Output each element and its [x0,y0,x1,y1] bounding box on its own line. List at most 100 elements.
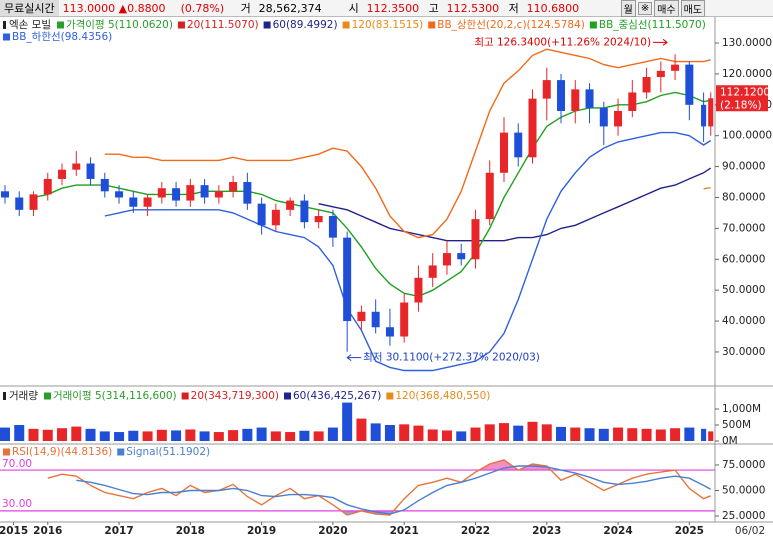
y-tick-label: 130.0000 [722,37,772,49]
candle-body [172,188,181,201]
volume-bar [708,431,714,441]
volume-bar [413,425,424,441]
volume-bar [71,426,82,441]
indicator-line [703,187,711,190]
y-tick-label: 80.0000 [722,191,765,203]
volume-bar [199,431,210,441]
candle-body [457,253,466,260]
low-label: 저 [508,2,519,15]
button[interactable]: 매도 [680,0,706,17]
legend-marker [342,21,350,29]
candle-body [115,191,124,198]
indicator-line [104,48,711,239]
volume-bar [456,431,467,441]
candle-body [157,188,166,198]
candle-body [0,191,9,198]
volume-bar [356,418,367,441]
legend-label: 거래이평 5(314,116,600) [53,390,177,402]
volume-bar [99,431,110,441]
y-tick-label: 120.0000 [722,68,772,80]
volume-bar [570,427,581,441]
panel-title: 거래량 [9,390,38,402]
volume-bar [427,429,438,441]
volume-bar [299,430,310,441]
x-tick-label: 2025 [675,525,704,537]
button[interactable]: ※ [637,1,653,15]
volume-label: 거 [240,2,251,15]
candle-body [314,216,323,223]
indicator-line [104,131,712,372]
last-change: (2.18%) [720,99,762,111]
candle-body [599,107,608,127]
legend-label: Signal(51.1902) [126,446,210,458]
candle-body [685,64,694,105]
x-tick-label: 2021 [390,525,419,537]
candle-body [15,197,24,210]
legend-label: 20(111.5070) [187,19,259,31]
legend-marker [3,392,6,400]
volume-bar [684,427,695,441]
volume-bar [213,432,224,441]
candle-body [442,253,451,266]
candle-body [86,163,95,179]
legend-marker [386,392,394,400]
candle-body [257,203,266,226]
indicator-line [318,167,712,242]
candle-body [428,265,437,278]
x-tick-label: 2020 [318,525,347,537]
quote-bar: 무료실시간 113.0000 ▲0.8800 (0.78%) 거 28,562,… [0,0,773,17]
legend-label: 60(436,425,267) [293,390,381,402]
candle-body [129,197,138,207]
volume-bar [0,427,10,441]
candle-body [642,77,651,93]
x-tick-label: 2017 [104,525,133,537]
volume-bar [498,423,509,441]
y-tick-label: 60.0000 [722,253,765,265]
candle-body [471,219,480,260]
volume-bar [541,424,552,441]
volume-bar [613,427,624,441]
volume-bar [313,431,324,441]
y-tick-label: 90.0000 [722,161,765,173]
candle-body [286,200,295,210]
volume-bar [171,430,182,441]
candle-body [656,70,665,78]
legend-marker [263,21,271,29]
candle-body [328,216,337,238]
volume-bar [527,421,538,441]
candle-body [585,89,594,108]
legend-label: 가격이평 5(110.0620) [66,18,173,31]
volume-bar [228,430,239,441]
date-label: 06/02 [735,525,765,537]
candle-body [514,132,523,158]
volume-bar [342,402,353,441]
volume-bar [584,428,595,441]
candle-body [58,169,67,179]
candle-body [571,89,580,111]
candle-body [701,104,707,127]
legend-marker [589,21,597,29]
volume-bar [399,424,410,441]
legend-label: BB_상한선(20,2,c)(124.5784) [437,19,585,31]
candle-body [271,209,280,226]
candle-body [72,163,81,170]
candle-body [385,327,394,337]
volume-bar [28,428,39,441]
volume-bar [384,425,395,441]
y-tick-label: 30.0000 [722,346,765,358]
volume-bar [484,424,495,441]
low: 110.6800 [526,1,580,15]
legend-marker [428,21,436,29]
button[interactable]: 매수 [654,0,679,17]
candle-body [414,277,423,303]
volume-bar [270,431,281,441]
rsi-line [47,459,711,516]
price: 113.0000 [62,1,116,15]
button[interactable]: 월 [620,0,636,17]
legend-label: 60(89.4992) [273,19,338,31]
high-note: 최고 126.3400(+11.26% 2024/10) [474,36,651,48]
y-tick-label: 75.0000 [722,459,765,471]
volume-bar [598,428,609,441]
legend-marker [43,392,51,400]
